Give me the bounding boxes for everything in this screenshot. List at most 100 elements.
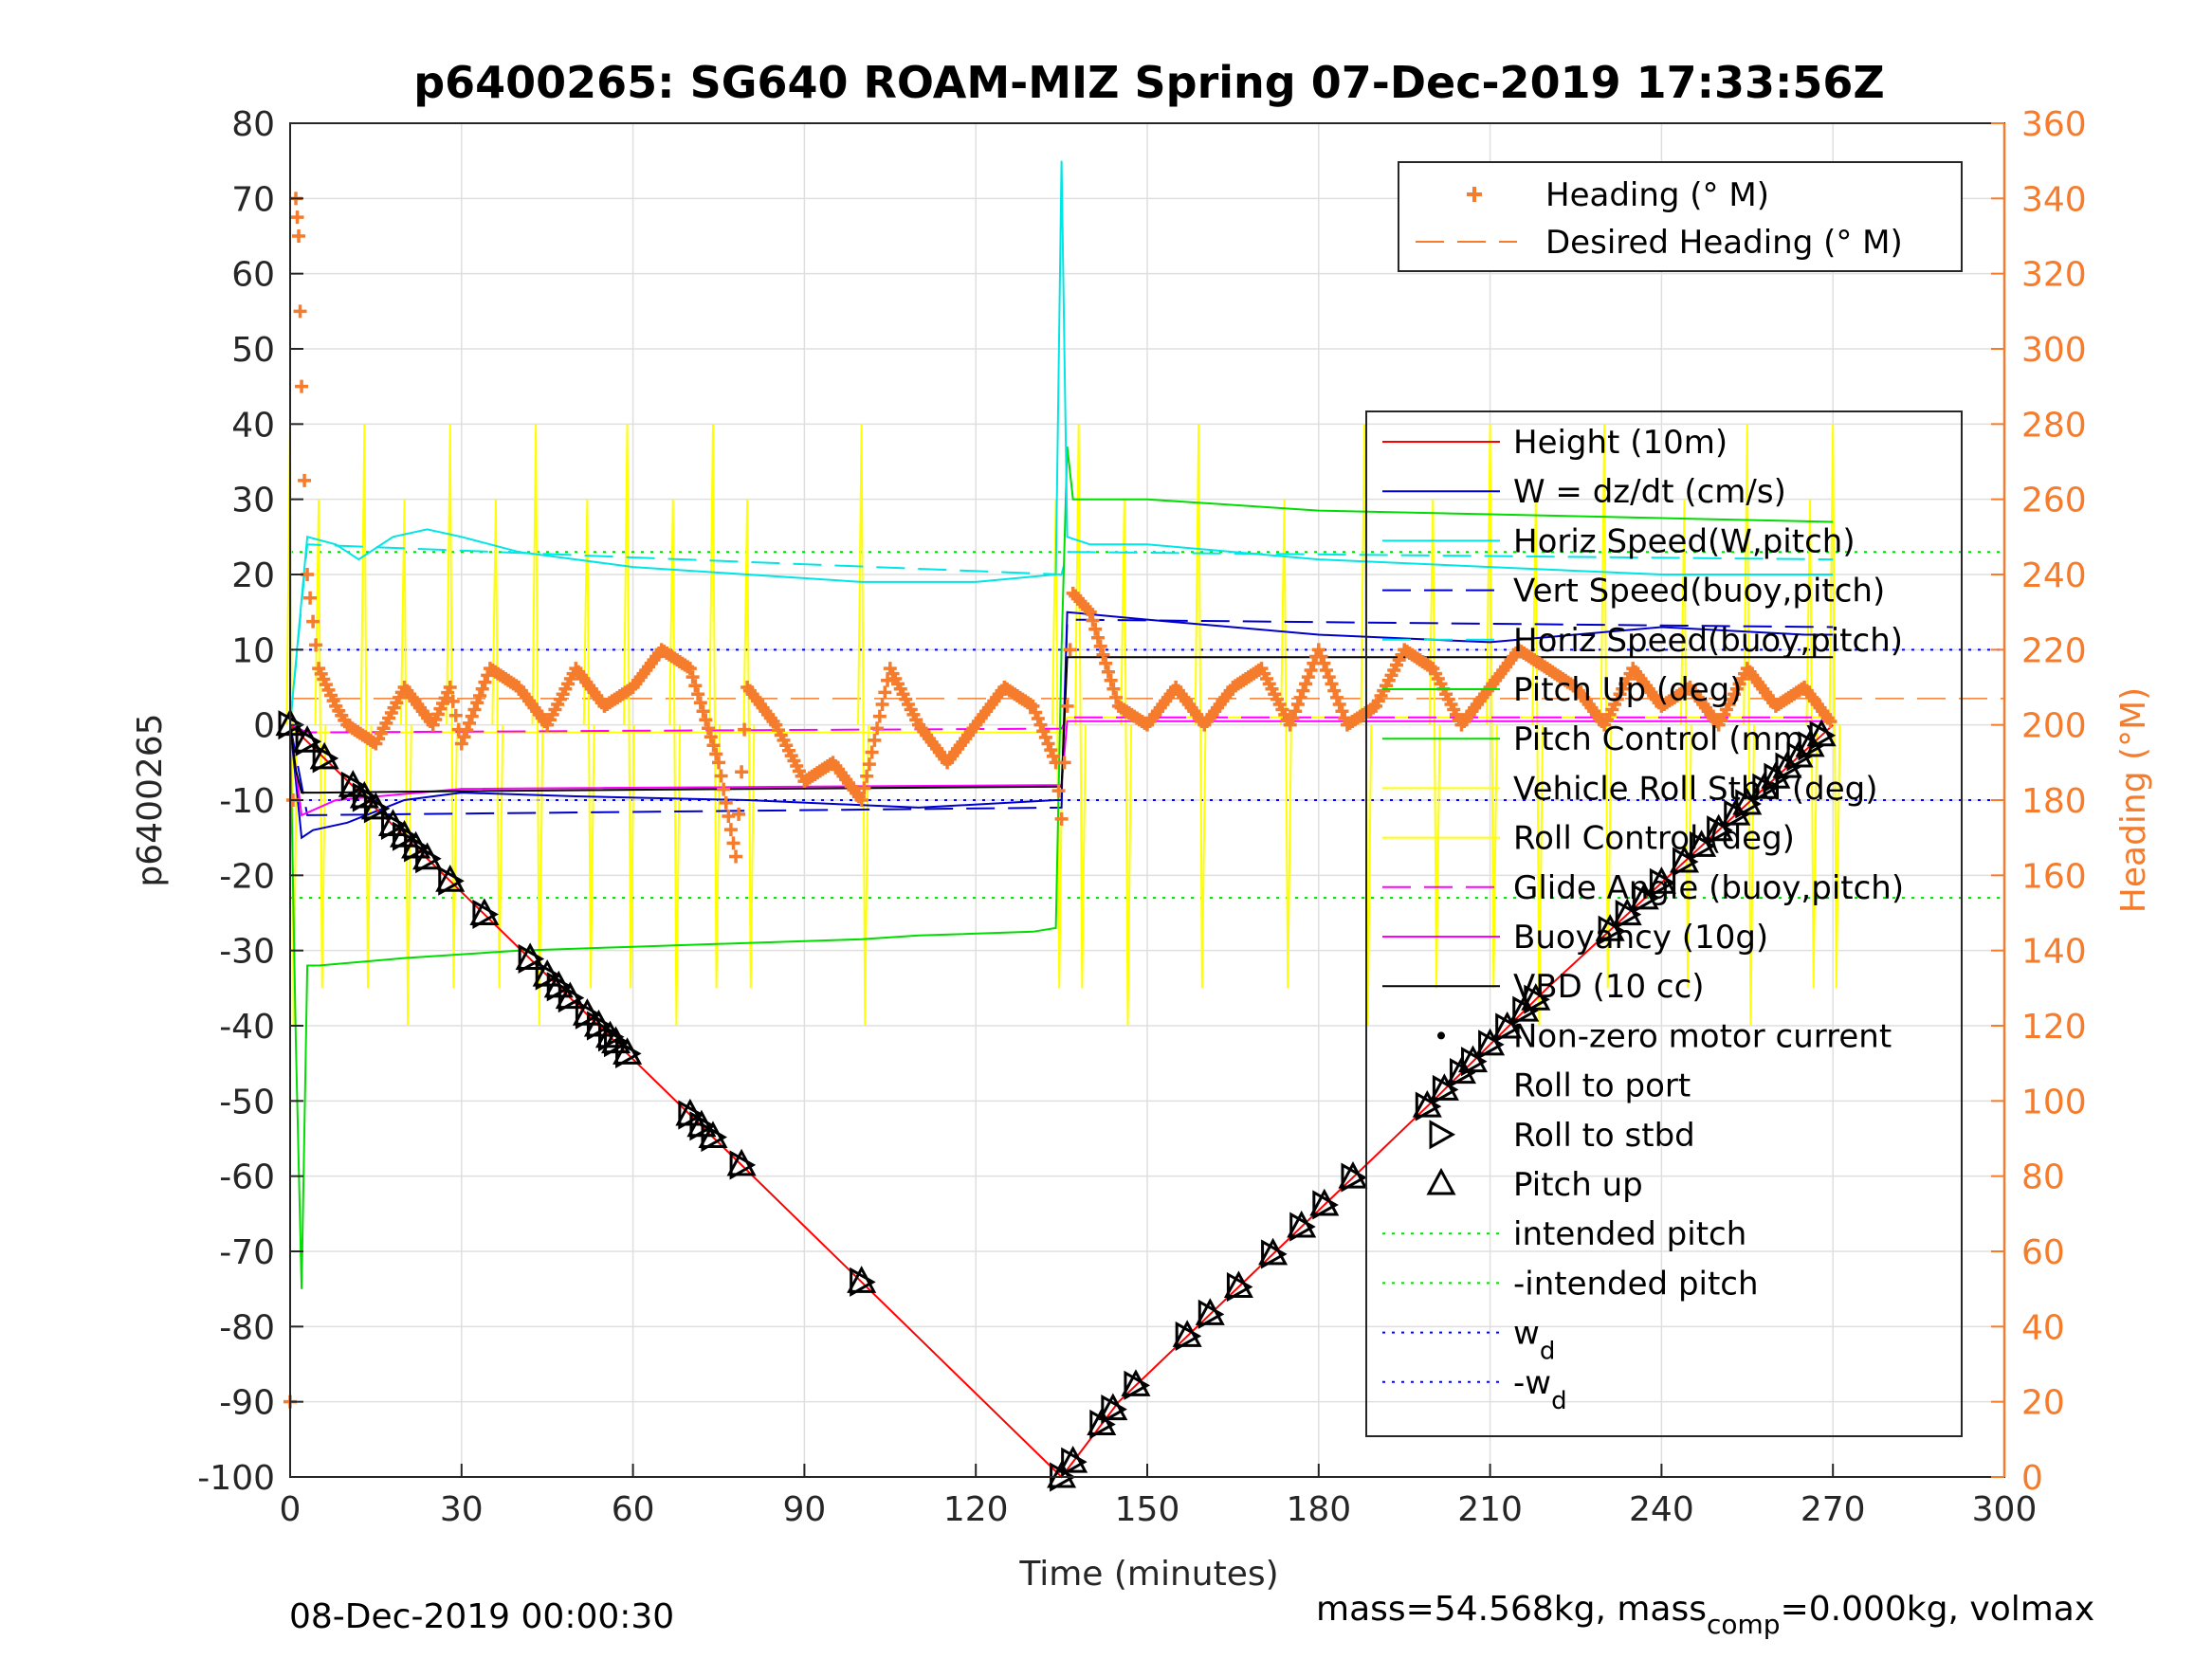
y-tick-label-right: 260: [2021, 482, 2087, 520]
roll-spike: [582, 499, 595, 989]
heading-marker: [704, 730, 718, 744]
heading-marker: [467, 702, 482, 717]
heading-marker: [290, 210, 304, 225]
heading-marker: [1314, 649, 1328, 664]
y-tick-label-left: 80: [231, 105, 275, 144]
roll-stbd-marker: [295, 726, 322, 757]
heading-marker: [1026, 699, 1040, 713]
y-tick-label-left: -100: [197, 1459, 275, 1498]
legend-main-swatch: [1426, 1167, 1456, 1195]
heading-marker: [1293, 690, 1307, 704]
heading-marker: [1299, 677, 1313, 691]
heading-marker: [683, 662, 697, 676]
heading-marker: [1366, 701, 1380, 715]
x-tick-label: 120: [943, 1490, 1009, 1529]
y-tick-label-right: 180: [2021, 782, 2087, 821]
roll-spike: [1194, 424, 1207, 989]
roll-spike: [1428, 499, 1441, 989]
y-tick-label-left: -90: [219, 1384, 275, 1423]
y-tick-label-right: 80: [2021, 1158, 2065, 1197]
vert-speed-buoy-line: [289, 618, 1834, 816]
y-tick-label-left: -60: [219, 1158, 275, 1197]
heading-marker: [693, 696, 707, 710]
legend-heading-label: Desired Heading (° M): [1545, 224, 1903, 262]
heading-marker: [714, 769, 728, 783]
roll-spike: [399, 499, 412, 1027]
heading-marker: [1029, 705, 1043, 720]
heading-marker: [1332, 698, 1346, 712]
heading-marker: [1096, 647, 1110, 662]
y-tick-label-right: 0: [2021, 1459, 2043, 1498]
roll-stbd-marker: [1312, 1190, 1339, 1220]
legend-main-label: wd: [1513, 1315, 1555, 1366]
heading-marker: [457, 730, 471, 744]
legend-main-box: [1365, 410, 1963, 1437]
y-tick-label-left: -70: [219, 1233, 275, 1272]
heading-marker: [1109, 690, 1124, 704]
heading-marker: [1290, 698, 1305, 712]
heading-marker: [448, 708, 463, 722]
legend-main-label: Pitch Up (deg): [1513, 671, 1742, 709]
roll-stbd-marker: [1341, 1162, 1368, 1193]
heading-marker: [686, 670, 700, 684]
roll-stbd-marker: [1495, 1012, 1522, 1043]
y-tick-label-right: 200: [2021, 707, 2087, 746]
heading-marker: [1099, 656, 1113, 670]
heading-marker: [691, 687, 705, 702]
heading-marker: [1311, 643, 1325, 657]
heading-marker: [1101, 665, 1115, 679]
legend-main-label-sub: d: [1551, 1387, 1567, 1415]
heading-marker: [722, 810, 736, 823]
horiz-speed-line: [289, 160, 1834, 725]
legend-main-swatch: [1429, 1120, 1456, 1150]
heading-marker: [293, 304, 307, 319]
heading-marker: [699, 713, 713, 727]
heading-marker: [860, 769, 874, 783]
heading-marker: [875, 698, 889, 712]
roll-spike: [1485, 424, 1498, 989]
roll-spike: [622, 424, 635, 989]
w-line: [289, 611, 1834, 840]
roll-stbd-marker: [729, 1150, 757, 1180]
heading-marker: [1083, 605, 1097, 619]
heading-marker: [1090, 630, 1105, 645]
y-tick-label-left: 40: [231, 406, 275, 445]
roll-stbd-marker: [1615, 900, 1642, 930]
heading-marker: [1823, 715, 1837, 729]
heading-marker: [1327, 684, 1342, 698]
heading-marker: [460, 723, 474, 738]
y-tick-label-right: 60: [2021, 1233, 2065, 1272]
heading-marker: [1423, 660, 1437, 674]
heading-marker: [306, 614, 320, 629]
heading-marker: [478, 675, 492, 689]
roll-stbd-marker: [1735, 789, 1762, 819]
heading-marker: [1329, 690, 1344, 704]
roll-stbd-marker: [1524, 984, 1550, 1014]
heading-marker: [465, 709, 479, 723]
heading-marker: [717, 782, 731, 796]
legend-main-swatch: [1437, 1031, 1445, 1040]
roll-stbd-marker: [1809, 720, 1837, 751]
y-tick-label-left: -50: [219, 1083, 275, 1121]
heading-marker: [1041, 737, 1055, 751]
x-tick-label: 0: [280, 1490, 302, 1529]
heading-marker: [470, 696, 484, 710]
roll-stbd-marker: [1226, 1271, 1253, 1303]
roll-stbd-marker: [1649, 867, 1676, 898]
heading-marker: [1296, 684, 1310, 698]
heading-marker: [738, 722, 752, 737]
roll-stbd-marker: [1261, 1239, 1288, 1269]
y-tick-label-left: -30: [219, 933, 275, 972]
x-tick-label: 150: [1115, 1490, 1180, 1529]
x-tick-label: 210: [1457, 1490, 1523, 1529]
legend-main-label: Vert Speed(buoy,pitch): [1513, 573, 1885, 611]
heading-marker: [732, 807, 746, 821]
heading-marker: [1033, 718, 1048, 732]
roll-stbd-marker: [1101, 1395, 1127, 1425]
roll-spike: [1074, 424, 1087, 989]
roll-spike: [531, 424, 544, 1027]
heading-marker: [475, 682, 489, 696]
roll-stbd-marker: [1632, 884, 1659, 914]
legend-main-label: Roll to port: [1513, 1067, 1691, 1105]
